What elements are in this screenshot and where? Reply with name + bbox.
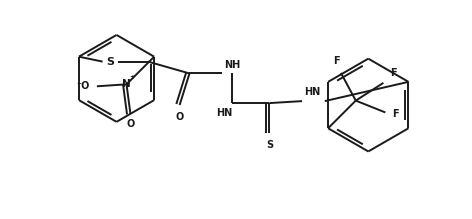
Text: F: F — [333, 56, 339, 66]
Text: HN: HN — [304, 87, 320, 97]
Text: N: N — [122, 79, 131, 89]
Text: F: F — [390, 68, 396, 78]
Text: NH: NH — [224, 60, 240, 70]
Text: ⁻O: ⁻O — [76, 81, 90, 91]
Text: S: S — [107, 57, 115, 67]
Text: HN: HN — [216, 108, 232, 118]
Text: +: + — [129, 74, 135, 80]
Text: S: S — [266, 140, 273, 150]
Text: F: F — [392, 110, 398, 119]
Text: O: O — [176, 112, 184, 122]
Text: O: O — [126, 119, 135, 129]
